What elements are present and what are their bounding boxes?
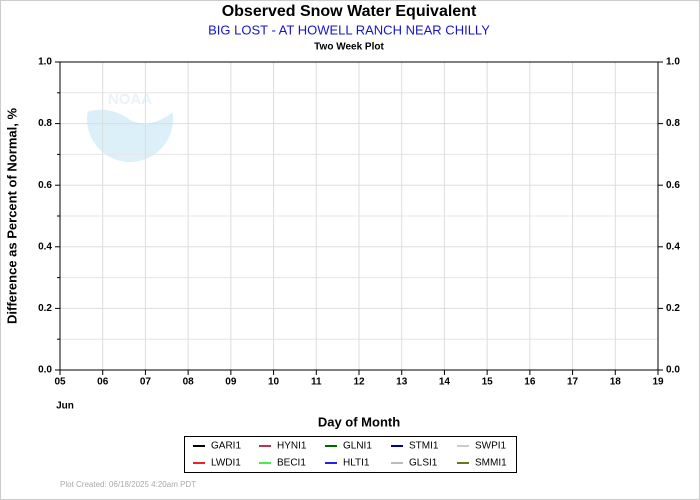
y-tick-label: 0.4 [38, 241, 52, 252]
footer: Plot Created: 06/18/2025 4:20am PDT [60, 480, 196, 489]
x-tick-label: 19 [652, 377, 664, 388]
legend-label: SWPI1 [475, 441, 507, 452]
logo: NOAA [87, 69, 173, 162]
x-tick-label: 18 [610, 377, 622, 388]
y-tick-label: 0.6 [38, 180, 52, 191]
chart-subtitle: BIG LOST - AT HOWELL RANCH NEAR CHILLY [208, 22, 490, 37]
legend-label: GLNI1 [343, 441, 372, 452]
y2-tick-label: 1.0 [666, 57, 680, 68]
legend-label: BECI1 [277, 458, 306, 469]
logo-top [87, 69, 173, 124]
x-tick-label: 06 [97, 377, 109, 388]
logo-text: NOAA [108, 91, 152, 108]
chart-title: Observed Snow Water Equivalent [222, 3, 477, 20]
y2-tick-label: 0.0 [666, 365, 680, 376]
legend-label: GLSI1 [409, 458, 438, 469]
x-tick-label: 16 [524, 377, 536, 388]
y2-tick-label: 0.4 [666, 241, 680, 252]
x-tick-label: 12 [353, 377, 365, 388]
legend-label: LWDI1 [211, 458, 241, 469]
y-tick-label: 0.0 [38, 365, 52, 376]
plot-frame [59, 61, 659, 371]
y-tick-label: 0.8 [38, 118, 52, 129]
y2-tick-label: 0.2 [666, 303, 680, 314]
x-tick-label: 13 [396, 377, 408, 388]
legend-label: HYNI1 [277, 441, 307, 452]
y-axis-label: Difference as Percent of Normal, % [4, 108, 19, 324]
legend-label: HLTI1 [343, 458, 370, 469]
y-tick-label: 0.2 [38, 303, 52, 314]
y-tick-label: 1.0 [38, 57, 52, 68]
y2-tick-label: 0.8 [666, 118, 680, 129]
x-tick-label: 05 [54, 377, 66, 388]
x-tick-label: 17 [567, 377, 579, 388]
x-axis-label: Day of Month [318, 414, 400, 429]
x-tick-label: 07 [140, 377, 152, 388]
y2-tick-label: 0.6 [666, 180, 680, 191]
legend-label: SMMI1 [475, 458, 507, 469]
x-tick-label: 15 [482, 377, 494, 388]
x-tick-label: 14 [439, 377, 451, 388]
x-tick-label: 09 [225, 377, 237, 388]
x-tick-label: 11 [311, 377, 322, 388]
legend-label: STMI1 [409, 441, 439, 452]
x-tick-label: 08 [183, 377, 195, 388]
legend-label: GARI1 [211, 441, 241, 452]
month-label: Jun [56, 401, 74, 412]
plot-label: Two Week Plot [314, 42, 384, 53]
x-tick-label: 10 [268, 377, 280, 388]
legend-box [184, 436, 517, 473]
